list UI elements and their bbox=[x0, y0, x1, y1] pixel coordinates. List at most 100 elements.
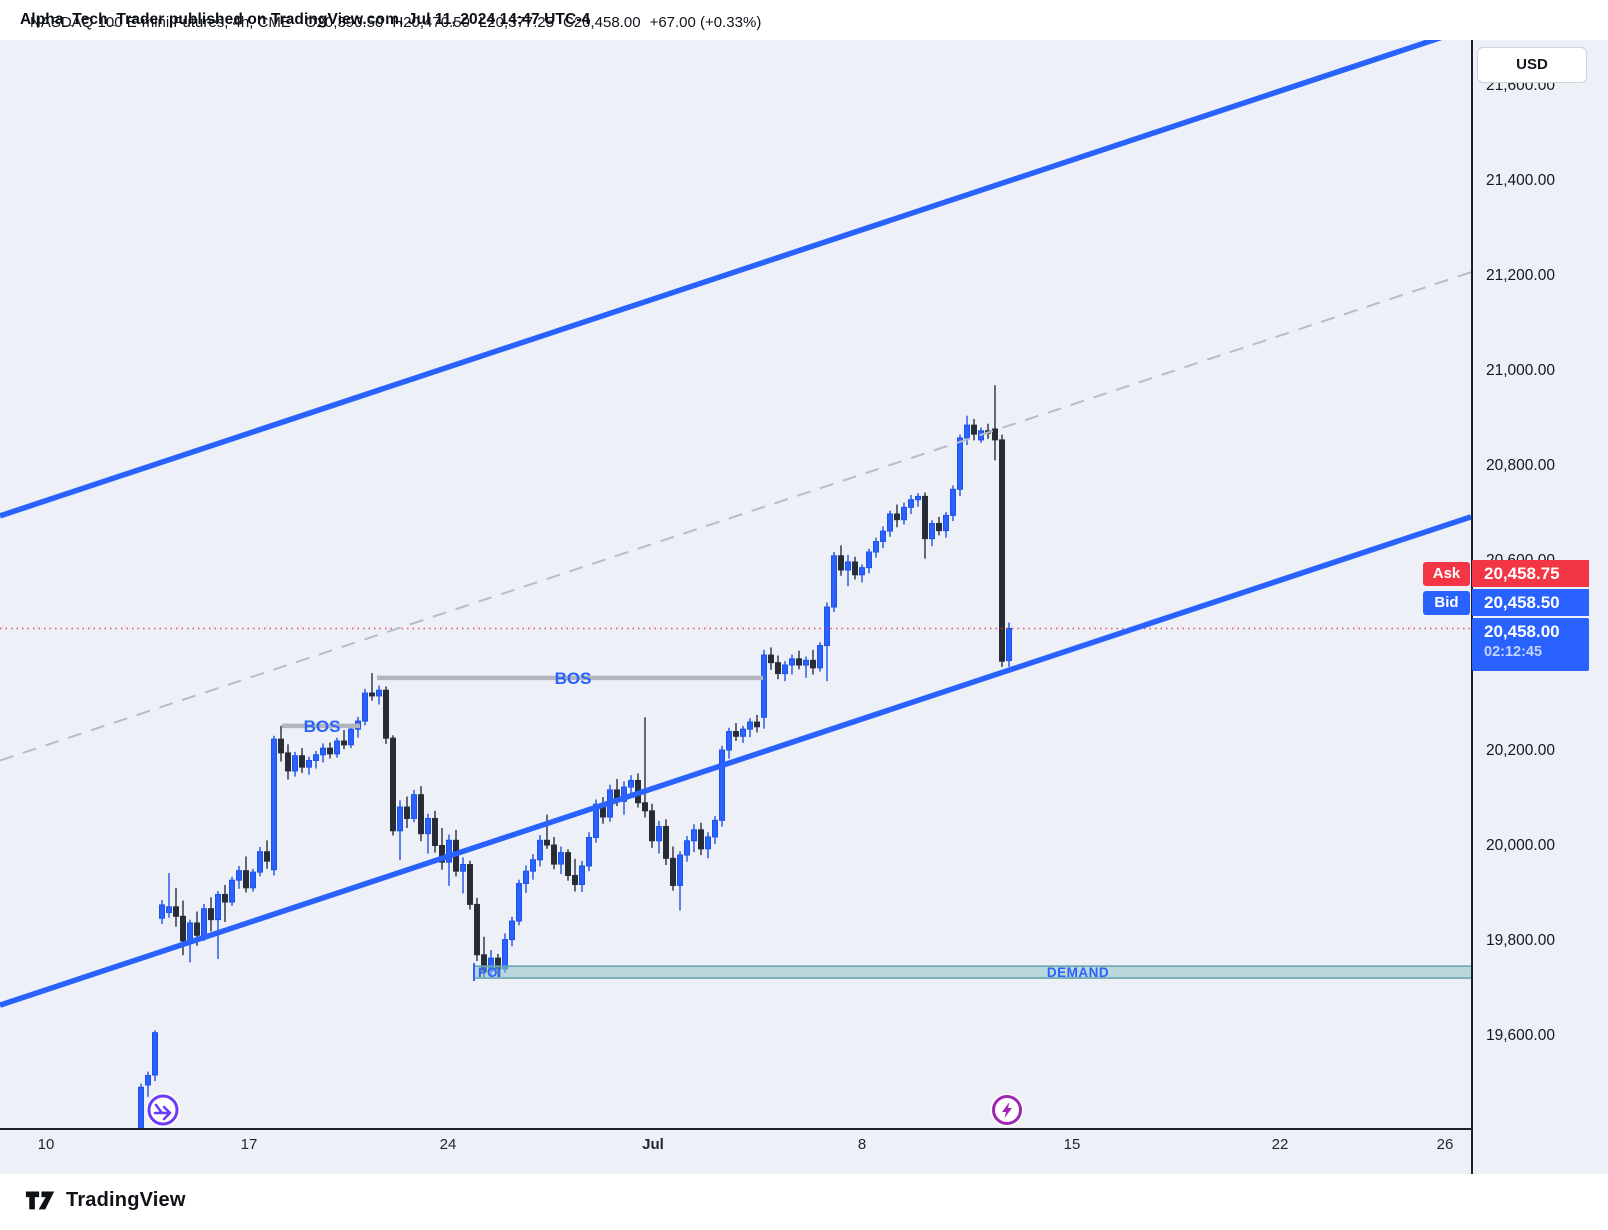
channel-lower-line[interactable] bbox=[0, 514, 1471, 1008]
time-axis-label: 22 bbox=[1271, 1136, 1289, 1153]
candle-up bbox=[334, 740, 340, 755]
tradingview-logo[interactable]: TradingView bbox=[25, 1188, 186, 1212]
candle-up bbox=[943, 514, 949, 532]
price-axis-label: 20,800.00 bbox=[1486, 457, 1555, 474]
bid-price-label: 20,458.50 bbox=[1472, 589, 1589, 616]
candle-up bbox=[138, 1086, 144, 1128]
candle-up bbox=[593, 803, 599, 838]
price-axis-label: 21,000.00 bbox=[1486, 362, 1555, 379]
candle-up bbox=[250, 871, 256, 889]
candle-down bbox=[838, 555, 844, 571]
candle-up bbox=[789, 658, 795, 666]
legend-open: O20,390.50 bbox=[304, 14, 384, 31]
candle-down bbox=[208, 908, 214, 921]
candle-down bbox=[173, 906, 179, 917]
arrow-through-icon[interactable] bbox=[146, 1093, 180, 1127]
tradingview-logo-text: TradingView bbox=[66, 1188, 186, 1211]
candle-up bbox=[719, 749, 725, 821]
time-axis[interactable] bbox=[0, 1128, 1471, 1174]
lightning-bolt-icon[interactable] bbox=[990, 1093, 1024, 1127]
candle-up bbox=[957, 437, 963, 490]
candle-up bbox=[292, 755, 298, 772]
candle-up bbox=[656, 826, 662, 842]
bos-label-2[interactable]: BOS bbox=[555, 669, 592, 688]
candle-down bbox=[992, 428, 998, 441]
candle-up bbox=[530, 859, 536, 872]
time-axis-label: 15 bbox=[1063, 1136, 1081, 1153]
candle-up bbox=[159, 904, 165, 919]
candle-up bbox=[215, 893, 221, 921]
candle-up bbox=[187, 922, 193, 942]
candle-up bbox=[271, 738, 277, 871]
candle-up bbox=[803, 659, 809, 666]
candle-up bbox=[621, 786, 627, 802]
candle-down bbox=[754, 721, 760, 728]
candle-down bbox=[278, 738, 284, 754]
candle-up bbox=[901, 506, 907, 521]
candle-up bbox=[887, 513, 893, 532]
bar-countdown: 02:12:45 bbox=[1484, 644, 1543, 660]
candle-down bbox=[670, 857, 676, 886]
candle-down bbox=[642, 802, 648, 812]
candle-up bbox=[782, 664, 788, 675]
footer: TradingView bbox=[0, 1174, 1608, 1230]
candle-up bbox=[845, 561, 851, 571]
poi-label[interactable]: POI bbox=[478, 965, 501, 980]
candle-up bbox=[740, 728, 746, 737]
candle-down bbox=[971, 424, 977, 435]
symbol-legend: NASDAQ 100 E-mini Futures, 4h, CME O20,39… bbox=[30, 14, 770, 31]
candle-down bbox=[418, 794, 424, 835]
candle-down bbox=[243, 870, 249, 889]
chart-plot-area[interactable]: POI DEMAND BOS BOS bbox=[0, 40, 1471, 1128]
candle-down bbox=[369, 692, 375, 697]
demand-label[interactable]: DEMAND bbox=[1047, 965, 1109, 980]
currency-toggle-button[interactable]: USD bbox=[1477, 47, 1587, 83]
candle-down bbox=[474, 903, 480, 956]
candle-down bbox=[432, 817, 438, 847]
price-axis-label: 21,200.00 bbox=[1486, 267, 1555, 284]
legend-change: +67.00 (+0.33%) bbox=[649, 14, 762, 31]
candle-up bbox=[201, 908, 207, 936]
candle-down bbox=[544, 839, 550, 846]
candle-up bbox=[362, 692, 368, 722]
candle-up bbox=[824, 606, 830, 647]
demand-zone[interactable] bbox=[473, 966, 1471, 979]
candle-up bbox=[460, 864, 466, 872]
candle-up bbox=[628, 779, 634, 788]
candle-up bbox=[747, 721, 753, 730]
candle-down bbox=[768, 654, 774, 664]
price-axis-label: 19,800.00 bbox=[1486, 932, 1555, 949]
price-axis-label: 21,400.00 bbox=[1486, 172, 1555, 189]
candle-up bbox=[446, 839, 452, 863]
channel-upper-line[interactable] bbox=[0, 40, 1471, 519]
symbol-title[interactable]: NASDAQ 100 E-mini Futures, 4h, CME bbox=[30, 14, 291, 31]
candle-up bbox=[726, 731, 732, 751]
ask-price-label: 20,458.75 bbox=[1472, 560, 1589, 587]
channel-midline-dashed[interactable] bbox=[0, 271, 1471, 762]
time-axis-label: 24 bbox=[439, 1136, 457, 1153]
candle-up bbox=[1006, 627, 1012, 662]
bos-label-1[interactable]: BOS bbox=[304, 717, 341, 736]
candle-down bbox=[572, 874, 578, 885]
tradingview-logo-icon bbox=[25, 1191, 55, 1210]
candle-up bbox=[964, 424, 970, 439]
candle-down bbox=[383, 689, 389, 739]
candle-up bbox=[712, 819, 718, 838]
time-axis-border bbox=[0, 1128, 1472, 1130]
candle-down bbox=[180, 915, 186, 942]
candle-up bbox=[817, 645, 823, 669]
candle-up bbox=[761, 654, 767, 718]
candle-up bbox=[376, 689, 382, 697]
candle-up bbox=[915, 495, 921, 501]
candle-up bbox=[579, 865, 585, 885]
candle-down bbox=[285, 752, 291, 772]
candle-down bbox=[810, 659, 816, 669]
candle-down bbox=[341, 740, 347, 746]
candle-up bbox=[950, 488, 956, 516]
candle-down bbox=[852, 561, 858, 576]
candle-down bbox=[551, 844, 557, 865]
candle-up bbox=[411, 794, 417, 819]
candle-up bbox=[859, 567, 865, 576]
candle-down bbox=[663, 826, 669, 859]
